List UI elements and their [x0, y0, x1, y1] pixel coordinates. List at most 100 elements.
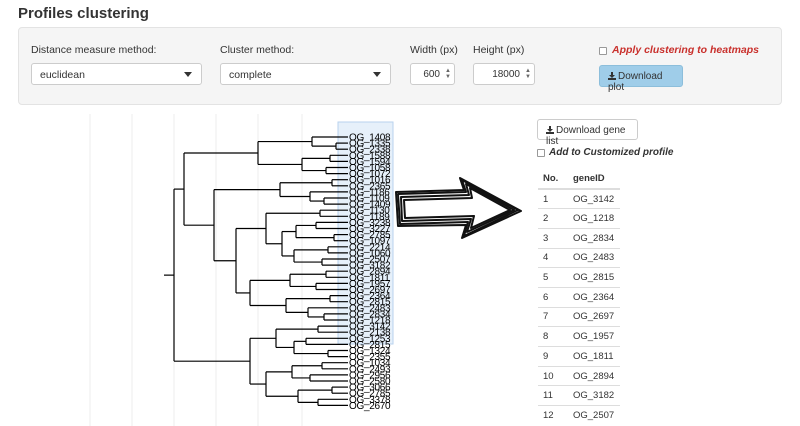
table-row: 2 OG_1218 — [538, 208, 620, 229]
row-number: 6 — [538, 286, 568, 308]
gene-table: No. geneID 1 OG_3142 2 OG_1218 3 OG_2834 4 OG_2… — [538, 168, 620, 426]
leaf-label: OG_3182 — [349, 261, 391, 272]
row-number: 3 — [538, 227, 568, 249]
row-number: 4 — [538, 247, 568, 268]
apply-clustering-checkbox[interactable] — [599, 47, 607, 55]
add-customized-label: Add to Customized profile — [549, 147, 674, 158]
leaf-label: OG_3142 — [349, 322, 391, 333]
leaf-label: OG_2697 — [349, 285, 391, 296]
leaf-label: OG_2956 — [349, 370, 391, 381]
cluster-label: Cluster method: — [220, 44, 295, 56]
row-number: 1 — [538, 188, 568, 209]
leaf-label: OG_1060 — [349, 248, 391, 259]
leaf-label: OG_1072 — [349, 169, 391, 180]
leaf-label: OG_2580 — [349, 377, 391, 388]
leaf-label: OG_2670 — [349, 401, 391, 412]
leaf-label: OG_1811 — [349, 273, 390, 284]
header-no: No. — [538, 168, 568, 190]
row-gene-id: OG_1811 — [568, 346, 620, 367]
row-number: 11 — [538, 385, 568, 406]
leaf-label: OG_2785 — [349, 230, 391, 241]
height-input[interactable]: 18000 ▲ ▼ — [473, 63, 535, 85]
height-label: Height (px) — [473, 44, 525, 56]
dendrogram-svg: OG_1408OG_1335OG_2338OG_1588OG_1594OG_10… — [89, 114, 394, 426]
leaf-label: OG_2365 — [349, 181, 391, 192]
row-number: 2 — [538, 208, 568, 229]
row-gene-id: OG_2697 — [568, 306, 620, 327]
leaf-label: OG_1408 — [349, 133, 391, 144]
leaf-label: OG_2815 — [349, 340, 391, 351]
table-row: 5 OG_2815 — [538, 267, 620, 288]
leaf-label: OG_3066 — [349, 383, 391, 394]
table-row: 6 OG_2364 — [538, 286, 620, 308]
leaf-label: OG_1594 — [349, 157, 391, 168]
chevron-down-icon — [373, 72, 381, 77]
table-row: 7 OG_2697 — [538, 306, 620, 327]
download-icon — [546, 126, 554, 134]
leaf-label: OG_2483 — [349, 303, 391, 314]
spinner-icon[interactable]: ▲ ▼ — [445, 68, 451, 80]
row-number: 7 — [538, 306, 568, 327]
row-number: 8 — [538, 326, 568, 347]
row-number: 9 — [538, 346, 568, 367]
table-row: 12 OG_2507 — [538, 405, 620, 426]
leaf-label: OG_1130 — [349, 206, 390, 217]
leaf-label: OG_2815 — [349, 297, 391, 308]
cluster-value: complete — [229, 69, 272, 81]
download-plot-button[interactable]: Download plot — [599, 65, 683, 93]
table-row: 4 OG_2483 — [538, 247, 620, 268]
leaf-label: OG_3378 — [349, 395, 391, 406]
width-label: Width (px) — [410, 44, 458, 56]
row-gene-id: OG_2507 — [568, 405, 620, 426]
download-gene-list-button[interactable]: Download gene list — [537, 119, 638, 147]
leaf-label: OG_1588 — [349, 151, 391, 162]
download-gene-list-label: Download gene list — [546, 125, 626, 147]
cluster-select[interactable]: complete — [220, 63, 391, 85]
leaf-label: OG_1016 — [349, 175, 391, 186]
controls-panel: Distance measure method: euclidean Clust… — [18, 27, 782, 105]
chevron-down-icon — [184, 72, 192, 77]
leaf-label: OG_3238 — [349, 218, 391, 229]
row-gene-id: OG_2834 — [568, 227, 620, 249]
table-row: 10 OG_2894 — [538, 365, 620, 386]
row-gene-id: OG_2364 — [568, 286, 620, 308]
distance-value: euclidean — [40, 69, 85, 81]
distance-select[interactable]: euclidean — [31, 63, 202, 85]
leaf-label: OG_1097 — [349, 236, 391, 247]
leaf-label: OG_1189 — [349, 212, 390, 223]
row-number: 5 — [538, 267, 568, 288]
page-title: Profiles clustering — [18, 5, 149, 22]
leaf-label: OG_2785 — [349, 389, 391, 400]
leaf-label: OG_1034 — [349, 358, 391, 369]
leaf-label: OG_2214 — [349, 242, 391, 253]
leaf-label: OG_2493 — [349, 364, 391, 375]
leaf-label: OG_2834 — [349, 309, 391, 320]
leaf-label: OG_3227 — [349, 224, 391, 235]
download-plot-label: Download plot — [608, 71, 663, 93]
width-value: 600 — [423, 69, 440, 80]
row-gene-id: OG_2815 — [568, 267, 620, 288]
leaf-label: OG_1058 — [349, 163, 391, 174]
leaf-label: OG_2894 — [349, 267, 391, 278]
height-value: 18000 — [492, 69, 520, 80]
table-row: 11 OG_3182 — [538, 385, 620, 406]
row-gene-id: OG_1957 — [568, 326, 620, 347]
table-row: 8 OG_1957 — [538, 326, 620, 347]
leaf-label: OG_2364 — [349, 291, 391, 302]
spinner-icon[interactable]: ▲ ▼ — [525, 68, 531, 80]
leaf-label: OG_1109 — [349, 194, 390, 205]
add-customized-checkbox[interactable] — [537, 149, 545, 157]
apply-clustering-label: Apply clustering to heatmaps — [612, 44, 760, 56]
row-gene-id: OG_1218 — [568, 208, 620, 229]
row-gene-id: OG_2894 — [568, 365, 620, 386]
leaf-label: OG_1324 — [349, 346, 391, 357]
leaf-label: OG_1253 — [349, 334, 391, 345]
leaf-label: OG_1335 — [349, 139, 391, 150]
leaf-label: OG_1957 — [349, 279, 391, 290]
row-number: 12 — [538, 405, 568, 426]
download-icon — [608, 72, 616, 80]
leaf-label: OG_2138 — [349, 328, 391, 339]
leaf-label: OG_1186 — [349, 187, 390, 198]
width-input[interactable]: 600 ▲ ▼ — [410, 63, 455, 85]
dendrogram-plot: OG_1408 OG_1335 OG_2338 OG_1588 OG_1594 OG_10… — [80, 114, 410, 426]
